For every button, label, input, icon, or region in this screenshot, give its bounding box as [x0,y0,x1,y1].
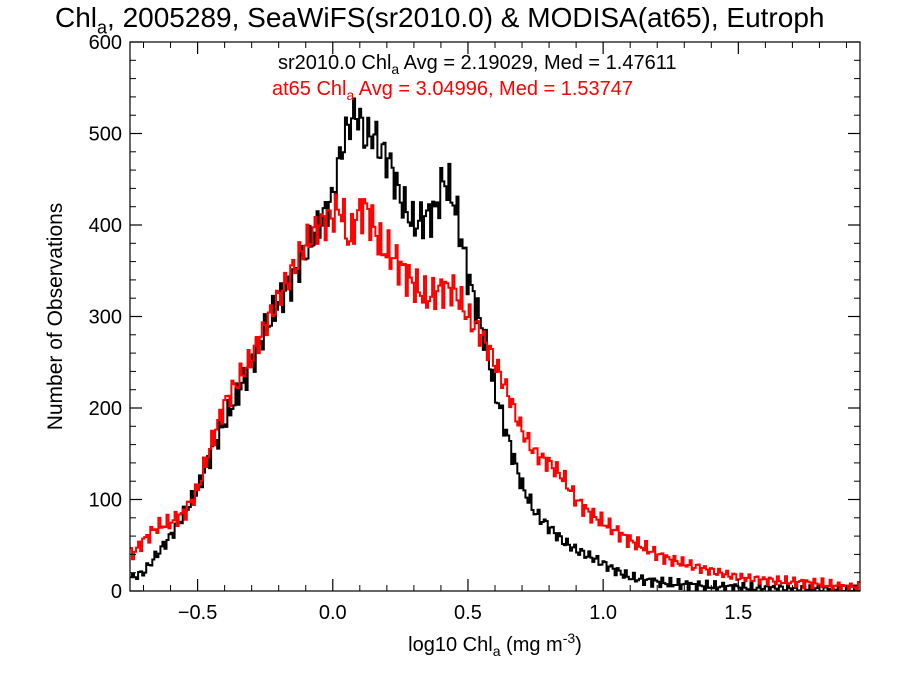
y-tick-label: 400 [89,215,122,237]
ticks-layer [130,41,860,592]
y-axis-label: Number of Observations [44,203,67,431]
y-tick-label: 500 [89,124,122,146]
stats-annotation-sr2010.0: sr2010.0 Chla Avg = 2.19029, Med = 1.476… [278,52,676,77]
labels-layer: −0.5 0.0 0.5 1.0 1.5 0 100 200 300 400 500 600 log10… [44,32,752,659]
x-tick-label: 0.0 [319,602,347,624]
y-tick-label: 600 [89,32,122,54]
plot-area [129,41,861,592]
y-tick-label: 300 [89,307,122,329]
x-tick-label: 1.5 [724,602,752,624]
x-axis-label: log10 Chla (mg m-3) [408,630,582,659]
x-tick-label: 0.5 [454,602,482,624]
x-tick-label: 1.0 [589,602,617,624]
y-tick-label: 200 [89,398,122,420]
series-layer [130,97,860,591]
x-tick-label: −0.5 [178,602,217,624]
chart-title: Chla, 2005289, SeaWiFS(sr2010.0) & MODIS… [55,2,825,38]
y-tick-label: 100 [89,490,122,512]
stats-annotation-at65: at65 Chla Avg = 3.04996, Med = 1.53747 [272,78,633,103]
series-sr2010.0-line [130,97,860,591]
y-tick-label: 0 [111,581,122,603]
